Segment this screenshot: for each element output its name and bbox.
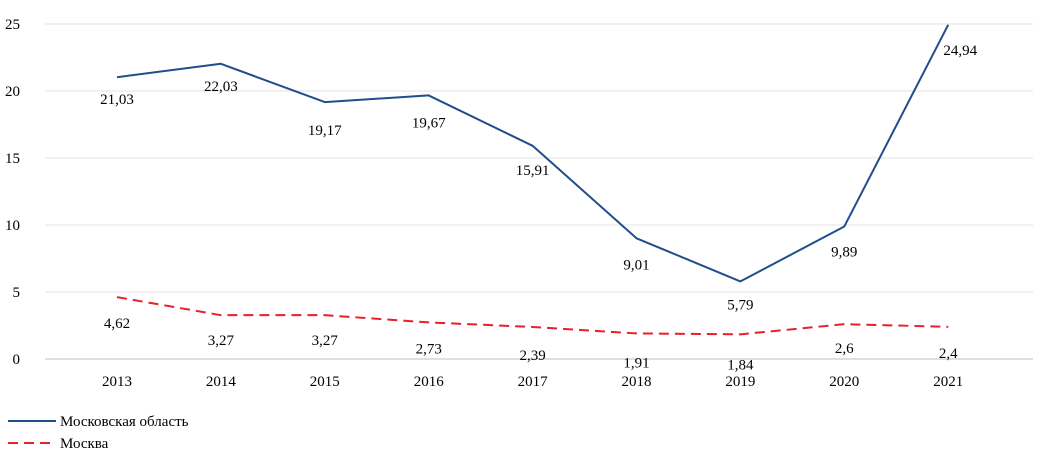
data-label: 21,03 [100, 92, 134, 108]
data-label: 5,79 [727, 297, 753, 313]
x-tick-label: 2019 [725, 374, 755, 390]
x-tick-label: 2015 [310, 374, 340, 390]
data-label: 1,84 [727, 357, 754, 373]
series-line-0 [116, 24, 950, 283]
x-tick-label: 2013 [102, 374, 132, 390]
data-label: 1,91 [623, 355, 649, 371]
y-tick-label: 25 [5, 17, 20, 33]
series-lines [116, 24, 950, 336]
data-labels: 21,03 22,03 19,17 19,67 15,91 9,01 5,79 9,89 24,… [100, 43, 977, 374]
data-label: 4,62 [104, 316, 130, 332]
x-tick-label: 2021 [933, 374, 963, 390]
data-label: 24,94 [943, 43, 977, 59]
data-label: 22,03 [204, 79, 238, 95]
y-tick-label: 10 [5, 218, 20, 234]
gridlines [45, 23, 1033, 360]
y-axis-ticks: 0 5 10 15 20 25 [5, 17, 20, 368]
data-label: 15,91 [516, 163, 550, 179]
legend: Московская область Москва [8, 414, 189, 452]
data-label: 2,6 [835, 341, 854, 357]
data-label: 9,01 [623, 257, 649, 273]
data-label: 2,39 [519, 348, 545, 364]
y-tick-label: 0 [13, 352, 21, 368]
x-tick-label: 2020 [829, 374, 859, 390]
x-tick-label: 2018 [622, 374, 652, 390]
x-tick-label: 2017 [518, 374, 549, 390]
series-line-1 [116, 296, 949, 336]
x-tick-label: 2014 [206, 374, 237, 390]
data-label: 19,17 [308, 123, 342, 139]
y-tick-label: 5 [13, 285, 21, 301]
x-tick-label: 2016 [414, 374, 445, 390]
data-label: 3,27 [208, 333, 235, 349]
data-label: 3,27 [312, 333, 339, 349]
data-label: 2,73 [416, 341, 442, 357]
y-tick-label: 20 [5, 84, 20, 100]
legend-label-moscow: Москва [60, 436, 109, 452]
y-tick-label: 15 [5, 151, 20, 167]
legend-label-moscow-oblast: Московская область [60, 414, 189, 430]
data-label: 19,67 [412, 115, 446, 131]
data-label: 9,89 [831, 244, 857, 260]
data-label: 2,4 [939, 346, 958, 362]
x-axis-ticks: 2013 2014 2015 2016 2017 2018 2019 2020 2021 [102, 374, 963, 390]
